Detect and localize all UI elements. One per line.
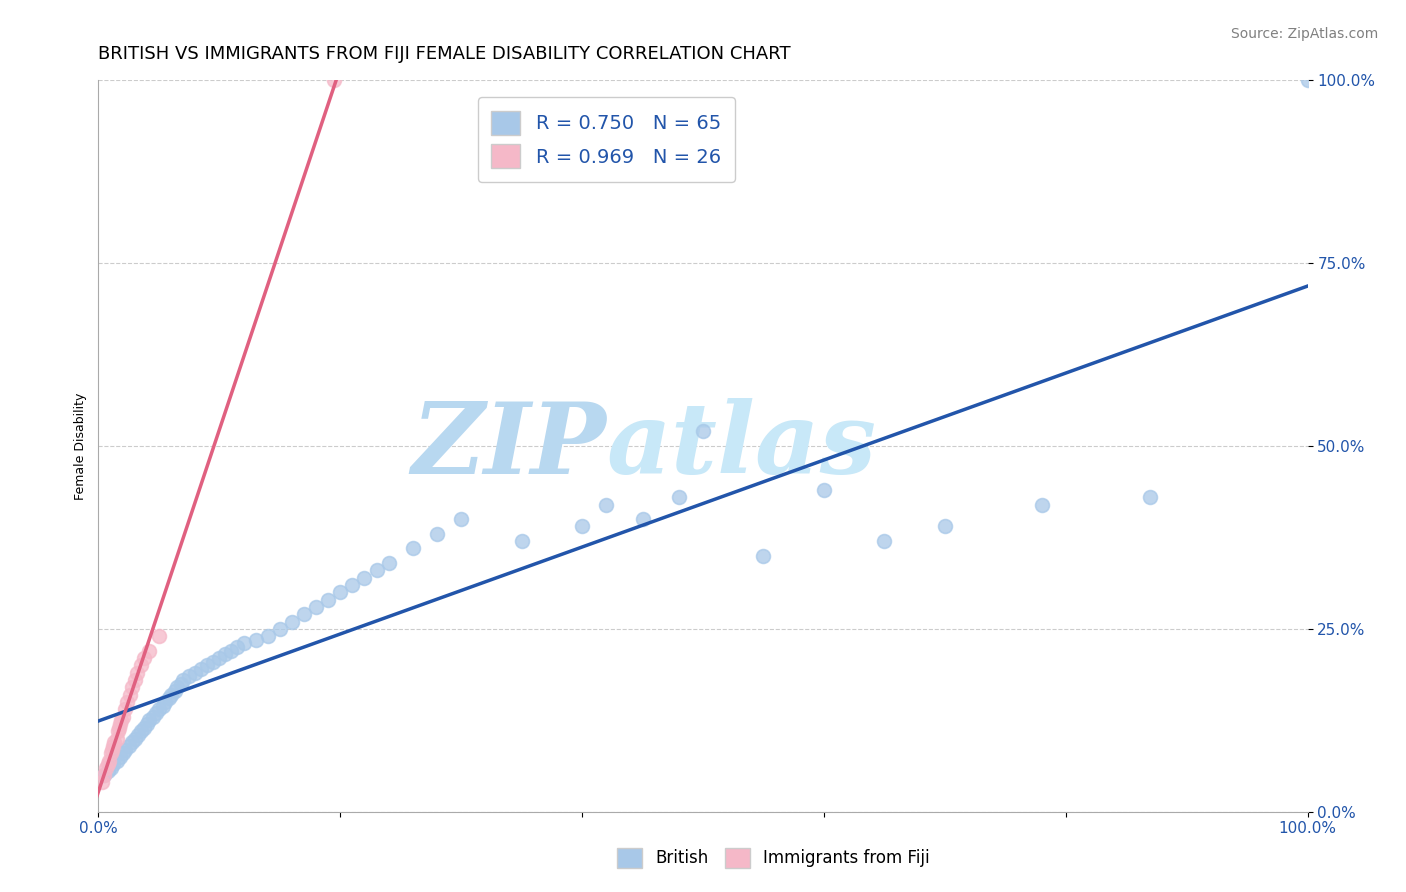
Point bbox=[118, 739, 141, 753]
Point bbox=[127, 665, 149, 680]
Point bbox=[426, 526, 449, 541]
Point bbox=[97, 764, 120, 779]
Point bbox=[142, 709, 165, 723]
Point bbox=[571, 519, 593, 533]
Point bbox=[595, 498, 617, 512]
Point bbox=[153, 695, 176, 709]
Text: atlas: atlas bbox=[606, 398, 876, 494]
Point bbox=[129, 658, 152, 673]
Point bbox=[169, 676, 191, 690]
Point bbox=[214, 648, 236, 662]
Point bbox=[138, 644, 160, 658]
Point bbox=[94, 761, 117, 775]
Point bbox=[353, 571, 375, 585]
Y-axis label: Female Disability: Female Disability bbox=[75, 392, 87, 500]
Point bbox=[934, 519, 956, 533]
Point bbox=[813, 483, 835, 497]
Point bbox=[114, 702, 136, 716]
Point bbox=[1031, 498, 1053, 512]
Point bbox=[111, 709, 134, 723]
Point bbox=[124, 673, 146, 687]
Point bbox=[281, 615, 304, 629]
Point bbox=[157, 691, 180, 706]
Title: BRITISH VS IMMIGRANTS FROM FIJI FEMALE DISABILITY CORRELATION CHART: BRITISH VS IMMIGRANTS FROM FIJI FEMALE D… bbox=[98, 45, 792, 63]
Point bbox=[256, 629, 278, 643]
Point bbox=[190, 662, 212, 676]
Point bbox=[172, 673, 194, 687]
Point bbox=[138, 714, 160, 728]
Point bbox=[631, 512, 654, 526]
Point bbox=[101, 739, 124, 753]
Point bbox=[134, 721, 156, 735]
Point bbox=[323, 73, 346, 87]
Point bbox=[195, 658, 218, 673]
Point bbox=[111, 746, 134, 760]
Point bbox=[305, 599, 328, 614]
Point bbox=[98, 754, 121, 768]
Point bbox=[1296, 73, 1319, 87]
Point bbox=[184, 665, 207, 680]
Point bbox=[100, 761, 122, 775]
Point bbox=[232, 636, 254, 650]
Point bbox=[226, 640, 249, 655]
Point bbox=[269, 622, 291, 636]
Point bbox=[103, 735, 125, 749]
Point bbox=[100, 742, 122, 756]
Point bbox=[221, 644, 243, 658]
Point bbox=[668, 490, 690, 504]
Point bbox=[101, 757, 124, 772]
Point bbox=[152, 698, 174, 713]
Point bbox=[110, 714, 132, 728]
Point bbox=[148, 629, 170, 643]
Point bbox=[366, 563, 388, 577]
Point bbox=[450, 512, 472, 526]
Point bbox=[124, 731, 146, 746]
Point bbox=[117, 695, 139, 709]
Point bbox=[100, 746, 122, 760]
Point bbox=[129, 724, 152, 739]
Point bbox=[316, 592, 339, 607]
Point bbox=[179, 669, 201, 683]
Point bbox=[121, 735, 143, 749]
Point bbox=[202, 655, 225, 669]
Point bbox=[377, 556, 399, 570]
Point bbox=[107, 724, 129, 739]
Point bbox=[135, 717, 157, 731]
Text: Source: ZipAtlas.com: Source: ZipAtlas.com bbox=[1230, 27, 1378, 41]
Point bbox=[114, 742, 136, 756]
Legend: British, Immigrants from Fiji: British, Immigrants from Fiji bbox=[610, 841, 936, 875]
Point bbox=[208, 651, 231, 665]
Point bbox=[134, 651, 156, 665]
Point bbox=[93, 768, 115, 782]
Point bbox=[108, 749, 131, 764]
Point bbox=[93, 768, 115, 782]
Point bbox=[329, 585, 352, 599]
Point bbox=[245, 632, 267, 647]
Point bbox=[752, 549, 775, 563]
Point bbox=[97, 757, 120, 772]
Point bbox=[160, 688, 183, 702]
Point bbox=[510, 534, 533, 549]
Point bbox=[163, 684, 186, 698]
Point bbox=[402, 541, 425, 556]
Point bbox=[105, 731, 128, 746]
Legend: R = 0.750   N = 65, R = 0.969   N = 26: R = 0.750 N = 65, R = 0.969 N = 26 bbox=[478, 97, 735, 182]
Point bbox=[127, 728, 149, 742]
Point bbox=[105, 754, 128, 768]
Point bbox=[121, 681, 143, 695]
Point bbox=[108, 717, 131, 731]
Point bbox=[91, 775, 114, 789]
Text: ZIP: ZIP bbox=[412, 398, 606, 494]
Point bbox=[166, 681, 188, 695]
Point bbox=[692, 425, 714, 439]
Point bbox=[148, 702, 170, 716]
Point bbox=[1139, 490, 1161, 504]
Point bbox=[108, 721, 131, 735]
Point bbox=[292, 607, 315, 622]
Point bbox=[873, 534, 896, 549]
Point bbox=[145, 706, 167, 720]
Point bbox=[342, 578, 364, 592]
Point bbox=[118, 688, 141, 702]
